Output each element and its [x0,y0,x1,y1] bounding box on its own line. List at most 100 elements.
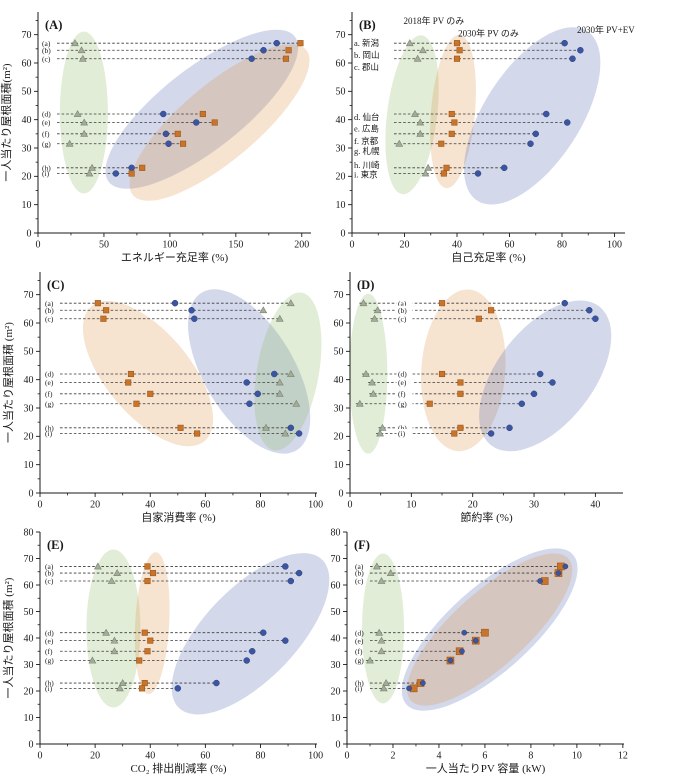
marker-orange-square [180,140,187,147]
marker-green-triangle [379,684,388,692]
y-tick-label: 20 [24,686,34,697]
marker-orange-square [438,300,446,307]
row-label-paren: (c) [45,314,54,323]
marker-green-triangle [275,314,284,322]
marker-green-triangle [286,299,295,307]
row-label-paren: (e) [398,378,407,387]
y-tick-label: 0 [341,228,346,239]
x-tick-label: 60 [505,240,515,251]
marker-green-triangle [378,423,387,431]
y-tick-label: 50 [22,87,32,98]
marker-orange-square [451,119,458,126]
x-tick-label: 40 [145,751,155,762]
row-label-paren: (c) [45,577,54,586]
y-tick-label: 40 [24,375,34,386]
row-label-paren: (i) [355,684,363,693]
marker-green-triangle [118,679,127,686]
marker-blue-circle [243,379,250,386]
marker-orange-square [457,379,464,386]
marker-orange-square [453,55,461,62]
x-tick-label: 60 [200,500,210,511]
row-label-city: e. 広島 [354,124,380,134]
marker-orange-square [103,307,110,314]
row-label-paren: (g) [355,656,364,665]
row-label-paren: (d) [45,628,54,637]
x-tick-label: 0 [38,500,43,511]
y-axis-title: 一人当たり屋根面積 (m²) [1,322,15,443]
y-tick-label: 70 [22,30,32,41]
x-tick-label: 30 [529,500,539,511]
row-label-paren: (b) [42,46,51,55]
marker-blue-circle [561,39,568,47]
x-tick-label: 80 [255,500,265,511]
x-tick-label: 0 [345,751,350,762]
marker-green-triangle [262,423,270,431]
marker-orange-square [457,424,464,431]
marker-green-triangle [88,656,97,664]
marker-orange-square [282,55,289,62]
y-tick-label: 40 [336,115,346,126]
marker-green-triangle [275,389,284,397]
marker-blue-circle [246,400,253,407]
x-tick-label: 20 [468,500,478,511]
marker-blue-circle [174,685,182,692]
row-label-backdrop [396,305,413,315]
y-tick-label: 20 [22,172,32,183]
marker-green-triangle [372,562,381,570]
x-tick-label: 8 [528,751,533,762]
marker-orange-square [211,119,218,126]
cluster-ellipse-blue [401,548,578,711]
row-label-paren: (a) [398,299,407,308]
x-tick-label: 40 [590,500,600,511]
marker-blue-circle [536,370,544,378]
y-tick-label: 60 [331,580,341,591]
x-tick-label: 0 [38,751,43,762]
marker-blue-circle [254,390,261,398]
marker-green-triangle [355,399,364,407]
marker-orange-square [133,400,140,407]
marker-orange-square [481,628,489,637]
x-tick-label: 80 [255,751,265,762]
y-tick-label: 0 [29,739,34,750]
row-label-paren: (b) [45,569,54,578]
x-axis-title: CO₂ 排出削減率 (%) [130,761,226,775]
marker-orange-square [199,110,206,118]
marker-blue-circle [160,110,167,118]
row-label-backdrop [396,399,413,409]
marker-blue-circle [213,679,220,687]
marker-blue-circle [273,39,280,47]
row-label-paren: (a) [45,562,54,571]
marker-blue-circle [248,55,255,62]
row-label-paren: (i) [45,429,53,438]
x-axis-title: 自家消費率 (%) [141,510,216,524]
marker-blue-circle [564,119,571,126]
y-axis-title: 一人当たり屋根面積(m²) [0,63,13,182]
marker-orange-square [451,430,458,437]
y-tick-label: 60 [336,58,346,69]
marker-green-triangle [370,314,379,322]
marker-green-triangle [107,577,116,584]
marker-blue-circle [248,648,256,655]
panel-letter: (F) [354,538,370,552]
panel-A: 0 50 100 150 200 0 10 20 30 40 50 60 70 エネルギー充足率 (%) 一… [0,12,311,264]
marker-green-triangle [405,39,414,47]
x-tick-label: 6 [482,751,487,762]
x-axis-title: エネルギー充足率 (%) [121,250,229,264]
x-tick-label: 10 [572,751,582,762]
marker-blue-circle [171,299,179,307]
row-label-city: c. 郡山 [354,62,379,72]
cluster-ellipse-blue [479,300,612,452]
marker-blue-circle [461,629,468,636]
y-axis-title: 一人当たり屋根面積 (m²) [1,577,15,698]
marker-blue-circle [295,430,303,437]
cluster-ellipse-blue [188,289,311,454]
x-tick-label: 2 [390,751,395,762]
marker-orange-square [285,47,292,54]
marker-blue-circle [569,55,576,62]
marker-orange-square [144,577,151,585]
row-label-paren: (i) [45,684,53,693]
marker-orange-square [448,130,455,137]
marker-blue-circle [562,563,569,570]
y-tick-label: 0 [27,228,32,239]
